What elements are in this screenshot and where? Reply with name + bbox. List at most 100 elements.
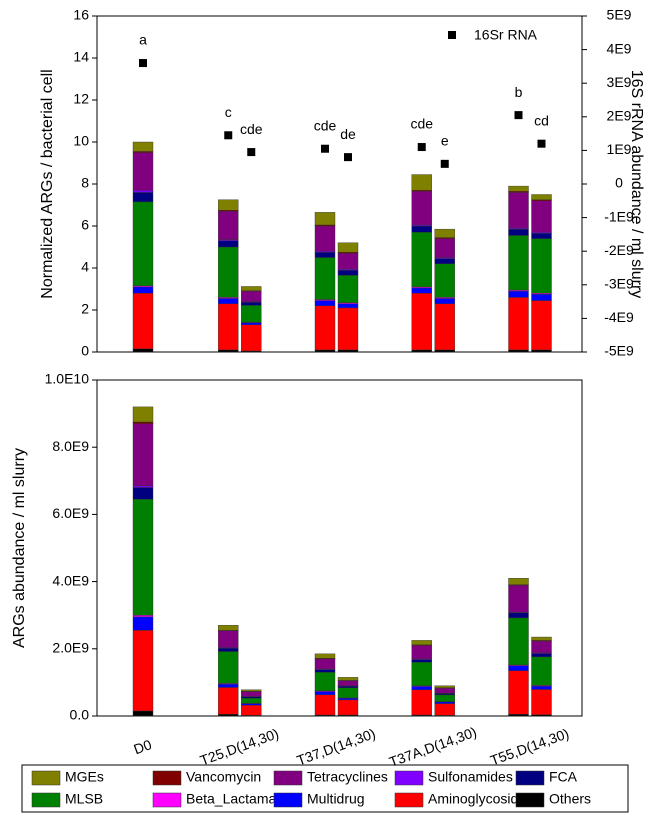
bar-segment xyxy=(241,691,262,697)
bar-segment xyxy=(508,290,529,298)
bar-segment xyxy=(314,225,336,252)
bar-segment xyxy=(531,349,552,353)
bar-segment xyxy=(337,242,359,253)
bar-segment xyxy=(132,286,154,294)
y-tick-label: 10 xyxy=(73,133,89,149)
bar-segment xyxy=(218,298,239,304)
y-tick-label: 4 xyxy=(81,259,89,275)
bar-segment xyxy=(411,232,432,288)
bar-segment xyxy=(531,233,552,239)
y-tick-label: 14 xyxy=(73,49,89,65)
legend-swatch xyxy=(273,770,303,786)
legend-swatch xyxy=(152,770,182,786)
bar-segment xyxy=(411,689,432,716)
bar-segment xyxy=(411,640,432,645)
bar-segment xyxy=(218,630,239,648)
point xyxy=(224,131,233,140)
bar-segment xyxy=(337,275,359,303)
bar-segment xyxy=(337,697,359,701)
bar-segment xyxy=(132,710,154,717)
y2-tick-label: 3E9 xyxy=(607,74,632,90)
bar-segment xyxy=(508,228,529,236)
bar-segment xyxy=(241,305,262,323)
bar-segment xyxy=(314,305,336,351)
point xyxy=(321,144,329,153)
y-axis-label: Normalized ARGs / bacterial cell xyxy=(39,69,56,298)
bar-segment xyxy=(218,651,239,684)
legend-label: Multidrug xyxy=(307,791,365,807)
bar-segment xyxy=(508,612,529,619)
bar-segment xyxy=(132,192,154,203)
bar-segment xyxy=(241,286,262,291)
bar-segment xyxy=(132,201,154,287)
legend-swatch xyxy=(394,792,424,808)
y-tick-label: 8 xyxy=(81,175,89,191)
bar-segment xyxy=(434,238,455,258)
bar-segment xyxy=(531,656,552,686)
bar-segment xyxy=(218,240,239,248)
bar-segment xyxy=(337,699,359,716)
legend-label: Aminoglycosides xyxy=(428,791,533,807)
point xyxy=(417,143,426,152)
bar-segment xyxy=(337,307,359,351)
bar-segment xyxy=(434,703,455,716)
y2-tick-label: 1E9 xyxy=(607,141,632,157)
bar-segment xyxy=(508,670,529,715)
bar-segment xyxy=(218,687,239,715)
bar-segment xyxy=(411,287,432,294)
bar-segment xyxy=(434,228,455,238)
x-tick-label: T25,D(14,30) xyxy=(198,725,281,768)
bar-segment xyxy=(218,349,239,353)
legend-label: Sulfonamides xyxy=(428,769,513,785)
y2-tick-label: -3E9 xyxy=(604,276,634,292)
bar-segment xyxy=(218,246,239,298)
bar-segment xyxy=(411,662,432,686)
bar-segment xyxy=(531,689,552,715)
bar-segment xyxy=(132,615,154,618)
point-label: cde xyxy=(410,116,433,132)
bar-segment xyxy=(241,689,262,692)
legend-swatch xyxy=(152,792,182,808)
y-tick-label: 2 xyxy=(81,301,89,317)
bar-segment xyxy=(337,687,359,699)
bar-segment xyxy=(411,645,432,660)
y-tick-label: 8.0E9 xyxy=(52,438,89,454)
bar-segment xyxy=(218,199,239,211)
legend-label: Beta_Lactamas xyxy=(186,791,283,807)
bar-segment xyxy=(218,647,239,652)
bar-segment xyxy=(337,349,359,353)
bar-segment xyxy=(531,194,552,200)
bar-segment xyxy=(314,653,336,659)
y-tick-label: 0.0 xyxy=(70,707,90,723)
bar-segment xyxy=(411,225,432,233)
y-tick-label: 6 xyxy=(81,217,89,233)
bar-segment xyxy=(531,714,552,717)
bar-segment xyxy=(314,212,336,226)
bar-segment xyxy=(411,191,432,226)
bar-segment xyxy=(531,238,552,294)
bar-segment xyxy=(218,211,239,240)
bar-segment xyxy=(241,705,262,716)
x-tick-label: T55,D(14,30) xyxy=(488,725,571,768)
y-tick-label: 4.0E9 xyxy=(52,572,89,588)
bar-segment xyxy=(132,141,154,152)
bar-segment xyxy=(314,669,336,673)
bar-segment xyxy=(337,269,359,276)
point-label: cde xyxy=(240,121,263,137)
point-label: e xyxy=(441,133,449,149)
bar-segment xyxy=(531,636,552,641)
y-axis-label: ARGs abundance / ml slurry xyxy=(11,448,28,648)
bar-segment xyxy=(337,303,359,309)
bar-segment xyxy=(218,625,239,631)
bar-segment xyxy=(218,683,239,688)
point xyxy=(344,153,352,162)
bar-segment xyxy=(411,686,432,690)
bar-segment xyxy=(314,300,336,306)
bar-segment xyxy=(508,185,529,192)
bar-segment xyxy=(337,685,359,688)
point-label: c xyxy=(225,104,232,120)
point xyxy=(440,159,449,168)
y-tick-label: 1.0E10 xyxy=(45,371,90,387)
bar-segment xyxy=(434,687,455,694)
x-tick-label: D0 xyxy=(131,736,153,757)
